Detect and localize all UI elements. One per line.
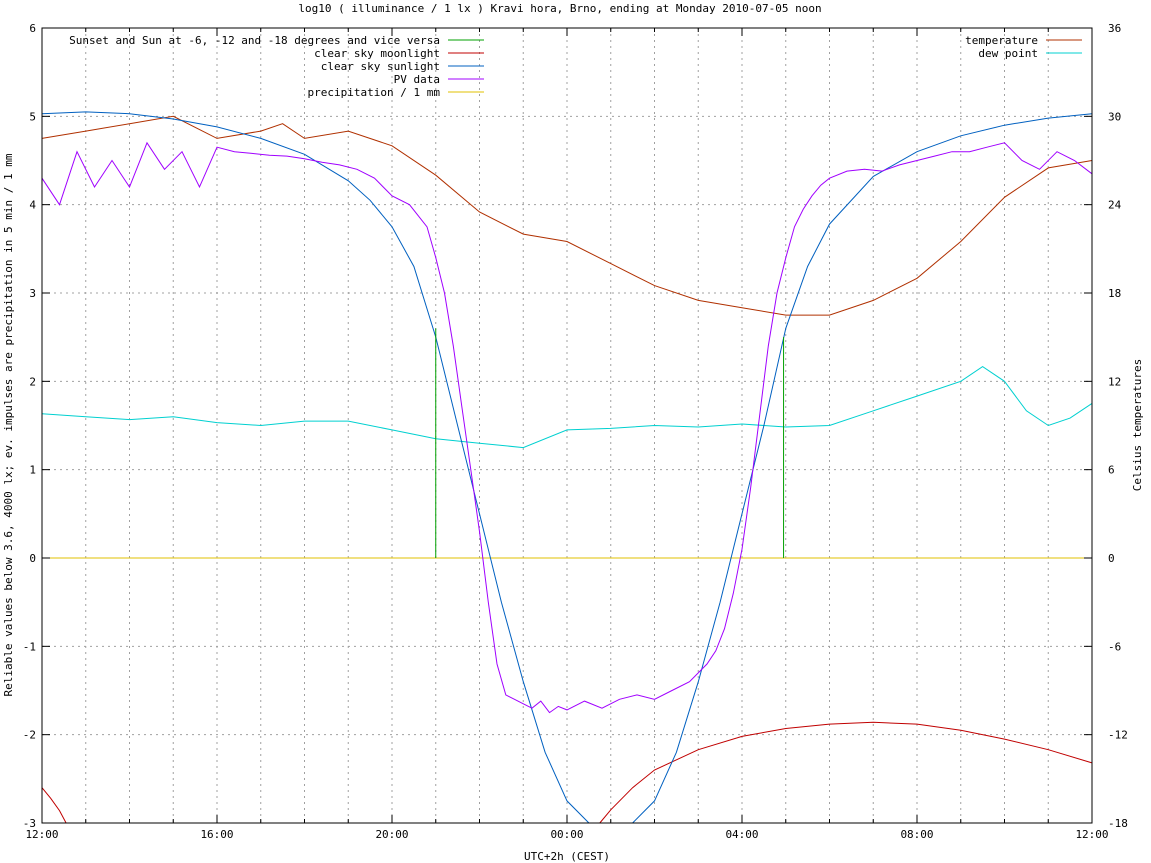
clear-sky-sunlight-series	[41, 111, 1093, 824]
temperature-series	[41, 115, 1093, 316]
y-tick-label: 0	[29, 552, 36, 565]
y2-tick-label: 18	[1108, 287, 1121, 300]
chart-title: log10 ( illuminance / 1 lx ) Kravi hora,…	[298, 2, 821, 15]
x-tick-label: 00:00	[550, 828, 583, 841]
y-axis-label: Reliable values below 3.6, 4000 lx; ev. …	[2, 153, 15, 696]
legend-label: PV data	[394, 73, 440, 86]
y2-tick-label: 12	[1108, 375, 1121, 388]
legend-label: precipitation / 1 mm	[308, 86, 441, 99]
y2-tick-label: -18	[1108, 817, 1128, 830]
clear-sky-moonlight-series	[599, 721, 1093, 824]
x-tick-label: 08:00	[900, 828, 933, 841]
legend-label: clear sky moonlight	[314, 47, 440, 60]
y-tick-label: -2	[23, 729, 36, 742]
y2-tick-labels: -18 -12 -6 0 6 12 18 24 30 36	[1084, 22, 1128, 830]
y-tick-label: 1	[29, 464, 36, 477]
pv-data-series	[41, 141, 1093, 714]
x-tick-labels: 12:00 16:00 20:00 00:00 04:00 08:00 12:00	[25, 28, 1109, 841]
y2-tick-label: -12	[1108, 729, 1128, 742]
y-tick-label: -1	[23, 640, 36, 653]
x-tick-label: 16:00	[200, 828, 233, 841]
x-tick-label: 20:00	[375, 828, 408, 841]
y2-tick-label: 24	[1108, 199, 1122, 212]
y-tick-label: 2	[29, 375, 36, 388]
y2-tick-label: 36	[1108, 22, 1121, 35]
series-layer	[41, 111, 1093, 824]
y2-tick-label: 0	[1108, 552, 1115, 565]
y-tick-label: 4	[29, 199, 36, 212]
legend-label: clear sky sunlight	[321, 60, 440, 73]
y-tick-label: -3	[23, 817, 36, 830]
x-tick-label: 12:00	[1075, 828, 1108, 841]
legend-left: Sunset and Sun at -6, -12 and -18 degree…	[69, 34, 484, 99]
clear-sky-moonlight-series	[41, 787, 67, 824]
y2-tick-label: -6	[1108, 640, 1121, 653]
x-tick-label: 12:00	[25, 828, 58, 841]
legend-label: dew point	[978, 47, 1038, 60]
dew-point-series	[41, 365, 1093, 449]
y-tick-labels: -3 -2 -1 0 1 2 3 4 5 6	[23, 22, 50, 830]
y2-axis-label: Celsius temperatures	[1131, 359, 1144, 491]
x-axis-label: UTC+2h (CEST)	[524, 850, 610, 863]
y2-tick-label: 30	[1108, 110, 1121, 123]
y-tick-label: 3	[29, 287, 36, 300]
x-tick-label: 04:00	[725, 828, 758, 841]
y-tick-label: 6	[29, 22, 36, 35]
y2-tick-label: 6	[1108, 464, 1115, 477]
y-tick-label: 5	[29, 110, 36, 123]
legend-label: temperature	[965, 34, 1038, 47]
legend-label: Sunset and Sun at -6, -12 and -18 degree…	[69, 34, 440, 47]
